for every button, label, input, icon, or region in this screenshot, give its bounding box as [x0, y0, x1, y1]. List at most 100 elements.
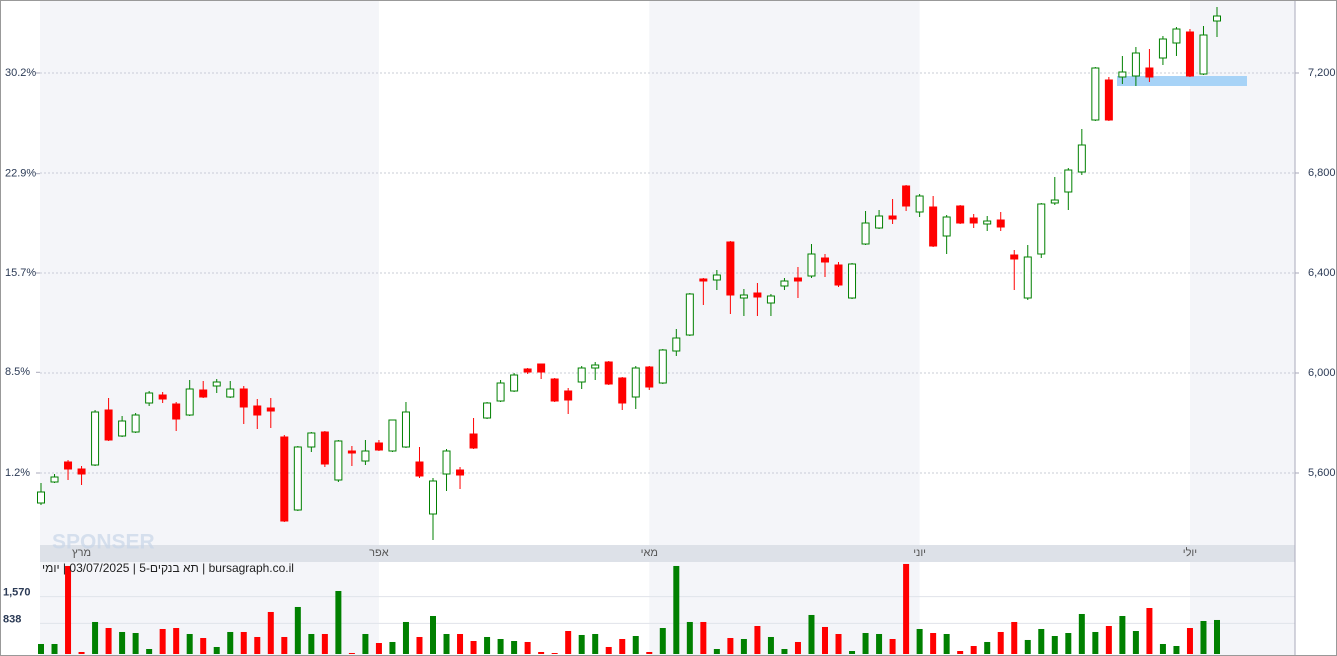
volume-bar	[997, 631, 1004, 654]
volume-bar	[916, 628, 923, 654]
volume-bar	[105, 628, 112, 654]
candle-body	[1104, 79, 1113, 121]
volume-bar	[254, 636, 261, 654]
candle-body	[1145, 67, 1154, 78]
volume-bar	[930, 633, 937, 654]
volume-bar	[646, 651, 653, 654]
candle-body	[793, 277, 802, 282]
volume-bar	[781, 648, 788, 654]
candle-body	[185, 388, 194, 416]
candle-body	[861, 222, 870, 245]
watermark: SPONSER	[52, 531, 155, 554]
candle-body	[401, 411, 410, 448]
candle-body	[942, 216, 951, 237]
volume-bar	[294, 606, 301, 654]
volume-bar	[727, 638, 734, 654]
candle-body	[969, 217, 978, 224]
candle-body	[726, 241, 735, 296]
volume-bar	[605, 646, 612, 654]
volume-bar	[876, 633, 883, 654]
volume-bar	[240, 631, 247, 654]
candle-body	[929, 206, 938, 247]
volume-bar	[524, 641, 531, 654]
volume-bar	[51, 643, 58, 654]
volume-bar	[1200, 620, 1207, 654]
candle-body	[199, 389, 208, 398]
volume-bar	[1214, 619, 1220, 654]
candle-body	[50, 476, 59, 483]
candle-body	[483, 402, 492, 419]
candle-body	[848, 263, 857, 299]
volume-tick-label: 838	[3, 613, 21, 625]
candle-body	[469, 433, 478, 449]
candle-body	[875, 215, 884, 229]
volume-bar	[835, 633, 842, 654]
candle-body	[456, 469, 465, 476]
candle-body	[118, 420, 127, 437]
volume-bar	[767, 636, 774, 654]
volume-bar	[984, 641, 991, 654]
candle-body	[239, 388, 248, 408]
candle-body	[1037, 203, 1046, 255]
candle-body	[496, 382, 505, 402]
volume-bar	[1065, 633, 1072, 654]
x-tick-label: מרץ	[72, 547, 91, 559]
candle-body	[672, 337, 681, 352]
candle-body	[37, 491, 45, 504]
volume-bar	[416, 636, 423, 654]
volume-bar	[1011, 621, 1018, 654]
candle-body	[293, 446, 302, 511]
candle-body	[550, 378, 559, 402]
candle-body	[415, 461, 424, 477]
volume-bar	[173, 628, 180, 654]
candle-body	[685, 293, 694, 336]
volume-bar	[903, 563, 910, 654]
volume-bar	[822, 626, 828, 654]
volume-bar	[402, 621, 409, 654]
volume-bar	[335, 590, 342, 654]
candle-body	[1010, 254, 1019, 260]
x-tick-label: אפר	[369, 547, 389, 559]
volume-bar	[213, 646, 220, 654]
volume-bar	[970, 646, 977, 654]
volume-bar	[808, 614, 815, 654]
candle-body	[347, 450, 356, 454]
candle-body	[834, 264, 843, 286]
volume-bar	[1119, 615, 1126, 654]
volume-bar	[484, 636, 491, 654]
candle-body	[780, 280, 789, 287]
candle-body	[158, 394, 167, 400]
candle-body	[320, 431, 329, 465]
candle-body	[266, 407, 275, 412]
volume-bar	[348, 653, 355, 654]
volume-bar	[957, 651, 964, 654]
volume-bar	[1024, 639, 1031, 654]
volume-bar	[1132, 631, 1139, 654]
volume-bar	[740, 638, 747, 654]
y2-tick-label: 22.9%	[5, 168, 36, 180]
volume-bar	[1146, 608, 1153, 654]
volume-bar	[538, 651, 545, 654]
candle-body	[64, 461, 73, 470]
y2-tick-label: 30.2%	[5, 67, 36, 79]
volume-bar	[267, 611, 274, 654]
candle-body	[888, 215, 897, 220]
volume-bar	[794, 641, 801, 654]
info-line: bursagraph.co.il | תא בנקים-5 | 03/07/20…	[42, 561, 294, 575]
candle-body	[577, 367, 586, 383]
candle-body	[1131, 52, 1140, 77]
volume-bar	[92, 621, 99, 654]
volume-bar	[78, 651, 85, 654]
y-tick-label: 6,800	[1308, 167, 1336, 179]
volume-bar	[362, 633, 369, 654]
candle-body	[699, 278, 708, 282]
candle-body	[91, 411, 100, 466]
candle-body	[131, 414, 140, 433]
volume-bar	[321, 633, 328, 654]
candle-body	[604, 361, 613, 385]
candle-body	[821, 257, 829, 263]
volume-bar	[849, 651, 856, 654]
volume-bar	[1038, 628, 1045, 654]
volume-bar	[497, 638, 504, 654]
